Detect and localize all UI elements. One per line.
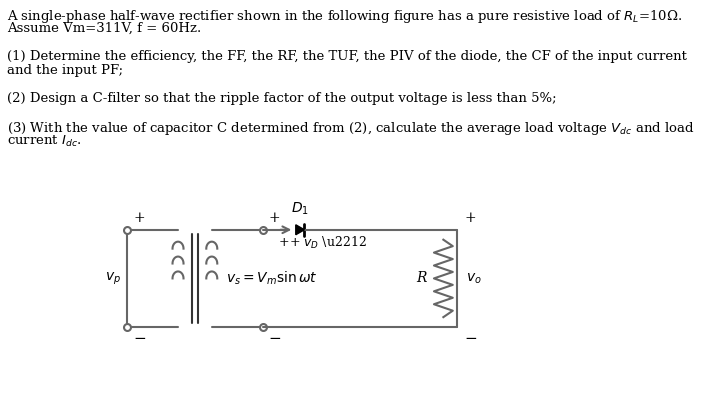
Text: (1) Determine the efficiency, the FF, the RF, the TUF, the PIV of the diode, the: (1) Determine the efficiency, the FF, th… xyxy=(7,50,687,63)
Text: +: + xyxy=(134,211,145,225)
Text: $v_o$: $v_o$ xyxy=(466,271,482,286)
Text: R: R xyxy=(416,272,427,285)
Text: $v_s = V_m \sin\omega t$: $v_s = V_m \sin\omega t$ xyxy=(226,270,318,287)
Text: + $v_D$ \u2212: + $v_D$ \u2212 xyxy=(289,235,366,251)
Polygon shape xyxy=(296,225,304,235)
Text: −: − xyxy=(465,332,477,346)
Text: (2) Design a C-filter so that the ripple factor of the output voltage is less th: (2) Design a C-filter so that the ripple… xyxy=(7,92,557,105)
Text: (3) With the value of capacitor C determined from (2), calculate the average loa: (3) With the value of capacitor C determ… xyxy=(7,119,695,136)
Text: $D_1$: $D_1$ xyxy=(291,200,309,217)
Text: and the input PF;: and the input PF; xyxy=(7,64,123,77)
Text: current $I_{dc}$.: current $I_{dc}$. xyxy=(7,134,82,149)
Text: A single-phase half-wave rectifier shown in the following figure has a pure resi: A single-phase half-wave rectifier shown… xyxy=(7,8,682,25)
Text: Assume Vm=311V, f = 60Hz.: Assume Vm=311V, f = 60Hz. xyxy=(7,22,201,35)
Text: +: + xyxy=(278,236,289,249)
Text: +: + xyxy=(465,211,476,225)
Text: +: + xyxy=(269,211,280,225)
Text: −: − xyxy=(134,332,146,346)
Text: $v_p$: $v_p$ xyxy=(105,270,121,286)
Text: −: − xyxy=(269,332,281,346)
